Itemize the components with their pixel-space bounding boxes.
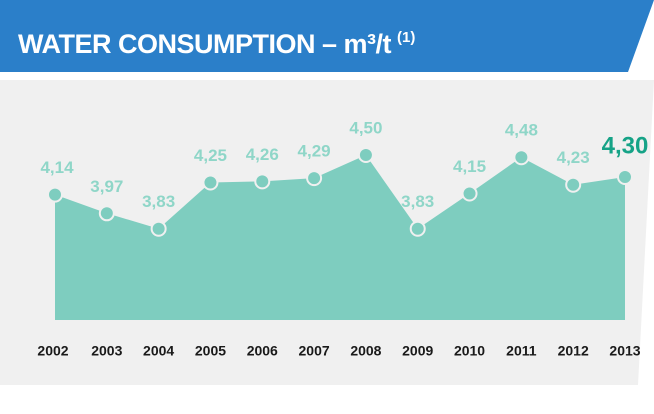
point <box>306 170 323 187</box>
x-tick-label: 2013 <box>609 343 640 359</box>
point <box>98 205 115 222</box>
value-label: 4,30 <box>602 132 649 159</box>
x-tick-label: 2011 <box>506 343 537 359</box>
point <box>513 149 530 166</box>
x-tick-label: 2004 <box>143 343 174 359</box>
x-tick-label: 2010 <box>454 343 485 359</box>
point <box>150 220 167 237</box>
point <box>461 185 478 202</box>
value-label: 4,26 <box>246 145 279 164</box>
value-label: 4,29 <box>298 142 331 161</box>
x-tick-label: 2012 <box>558 343 589 359</box>
x-tick-label: 2008 <box>350 343 381 359</box>
value-label: 3,97 <box>90 177 123 196</box>
header-banner <box>0 0 654 72</box>
x-tick-label: 2009 <box>402 343 433 359</box>
value-label: 4,14 <box>40 158 74 177</box>
x-tick-label: 2003 <box>91 343 122 359</box>
x-tick-label: 2006 <box>247 343 278 359</box>
value-label: 4,50 <box>349 118 382 137</box>
point <box>565 176 582 193</box>
x-tick-label: 2005 <box>195 343 226 359</box>
point <box>409 220 426 237</box>
point <box>47 186 63 203</box>
value-label: 4,23 <box>557 148 590 167</box>
area <box>55 155 625 320</box>
value-label: 4,25 <box>194 146 227 165</box>
value-label: 4,15 <box>453 157 486 176</box>
value-label: 4,48 <box>505 121 538 140</box>
point <box>254 173 271 190</box>
title-note: (1) <box>397 29 415 46</box>
chart-title: WATER CONSUMPTION – m³/t <box>18 29 392 59</box>
x-tick-label: 2002 <box>37 343 68 359</box>
value-label: 3,83 <box>401 192 434 211</box>
x-tick-label: 2007 <box>299 343 330 359</box>
point <box>617 169 633 185</box>
value-label: 3,83 <box>142 192 175 211</box>
point <box>202 174 219 191</box>
point <box>357 147 374 163</box>
